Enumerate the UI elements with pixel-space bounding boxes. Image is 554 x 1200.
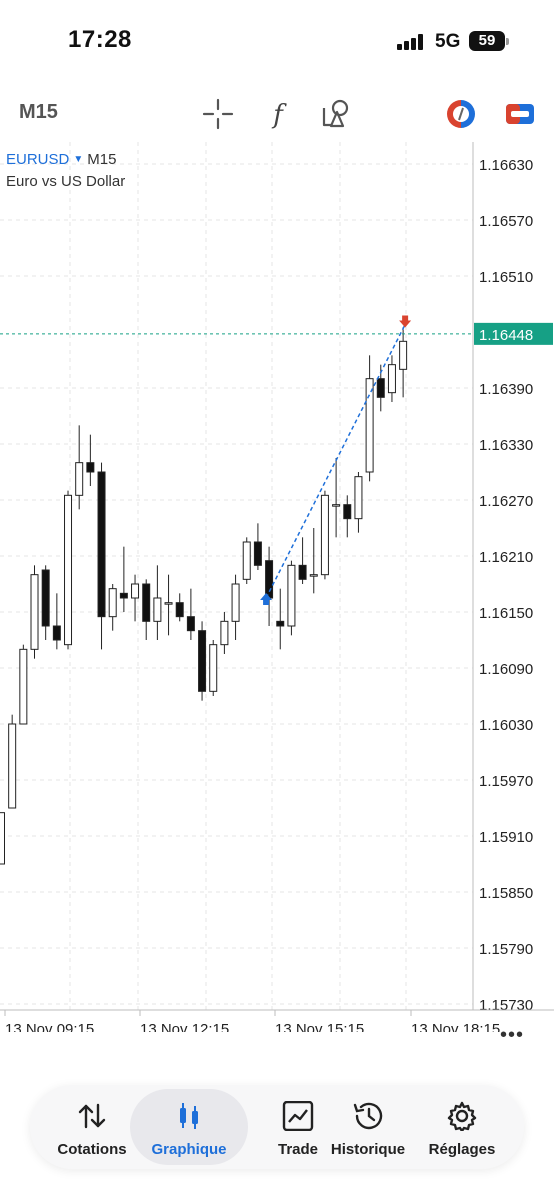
time-label: 13 Nov 09:15	[5, 1021, 94, 1032]
tab-label: Historique	[330, 1141, 406, 1158]
time-label: 13 Nov 15:15	[275, 1021, 364, 1032]
trade-panel-icon[interactable]	[500, 94, 540, 134]
candle-body	[119, 592, 128, 599]
candle-body	[0, 812, 5, 865]
svg-text:f: f	[271, 100, 287, 130]
current-price-label: 1.16448	[479, 327, 533, 344]
candle-body	[19, 648, 28, 725]
current-price-tag	[474, 322, 553, 345]
price-label: 1.15850	[479, 885, 533, 902]
trade-chart-icon	[282, 1101, 314, 1131]
candle-body	[298, 564, 307, 580]
candle-body	[309, 574, 318, 577]
indicator-f-icon[interactable]: f	[258, 94, 298, 134]
candle-body	[153, 597, 162, 622]
candle-body	[276, 620, 285, 627]
price-label: 1.16090	[479, 661, 533, 678]
candle-body	[75, 462, 84, 496]
candle-body	[97, 471, 106, 618]
price-label: 1.16570	[479, 213, 533, 230]
history-clock-icon	[353, 1102, 383, 1130]
candle-body	[220, 620, 229, 646]
symbol-selector[interactable]: EURUSD ▼ M15	[6, 151, 116, 168]
price-chart[interactable]: 1.16630 1.16570 1.16510 1.16390 1.16330 1.162…	[0, 142, 554, 1032]
tab-reglages[interactable]: Réglages	[416, 1089, 508, 1165]
price-label: 1.16210	[479, 549, 533, 566]
candle-body	[108, 588, 117, 618]
network-type: 5G	[435, 31, 461, 52]
trade-line	[265, 324, 406, 599]
candle-body	[64, 494, 73, 646]
price-label: 1.15730	[479, 997, 533, 1014]
price-label: 1.16510	[479, 269, 533, 286]
sell-arrow-icon	[399, 315, 412, 328]
candle-body	[198, 630, 207, 692]
candle-body	[30, 574, 39, 650]
candle-body	[320, 494, 329, 576]
tab-label: Graphique	[151, 1141, 227, 1158]
battery-icon: 59	[469, 31, 505, 51]
candle-body	[142, 583, 151, 622]
price-label: 1.15910	[479, 829, 533, 846]
more-options-icon[interactable]: •••	[500, 1024, 525, 1046]
candle-body	[41, 569, 50, 627]
battery-tip	[506, 38, 509, 45]
candle-body	[354, 476, 363, 520]
price-label: 1.16330	[479, 437, 533, 454]
crosshair-icon[interactable]	[198, 94, 238, 134]
one-click-trading-icon[interactable]	[441, 94, 481, 134]
candle-body	[399, 340, 408, 370]
tab-cotations[interactable]: Cotations	[44, 1089, 140, 1165]
status-bar: 17:28 5G 59	[0, 0, 554, 80]
tab-label: Trade	[277, 1141, 319, 1158]
tab-label: Cotations	[57, 1141, 127, 1158]
timeframe-button[interactable]: M15	[19, 101, 58, 123]
status-time: 17:28	[68, 26, 132, 53]
price-label: 1.16390	[479, 381, 533, 398]
tab-trade[interactable]: Trade	[250, 1089, 346, 1165]
candle-body	[131, 583, 140, 599]
price-label: 1.16630	[479, 157, 533, 174]
objects-icon[interactable]	[316, 94, 356, 134]
price-label: 1.15790	[479, 941, 533, 958]
cellular-signal-icon	[397, 34, 423, 50]
candle-body	[186, 616, 195, 632]
candle-body	[253, 541, 262, 566]
chart-toolbar: M15 f	[0, 86, 554, 142]
tab-label: Réglages	[428, 1141, 496, 1158]
symbol-description: Euro vs US Dollar	[6, 173, 126, 190]
candle-body	[209, 644, 218, 692]
candle-body	[231, 583, 240, 622]
candle-body	[8, 723, 17, 809]
time-label: 13 Nov 12:15	[140, 1021, 229, 1032]
symbol-name[interactable]: EURUSD	[6, 151, 70, 168]
tab-historique[interactable]: Historique	[324, 1089, 412, 1165]
settings-gear-icon	[447, 1101, 477, 1131]
candle-body	[376, 378, 385, 398]
price-label: 1.16030	[479, 717, 533, 734]
price-label: 1.16270	[479, 493, 533, 510]
symbol-timeframe: M15	[87, 151, 117, 168]
bottom-tab-bar: Cotations Graphique Trade Historique Rég…	[30, 1085, 524, 1169]
candle-body	[175, 602, 184, 618]
symbol-dropdown-icon[interactable]: ▼	[73, 154, 84, 165]
chart-candles-icon	[180, 1103, 198, 1129]
candle-body	[287, 564, 296, 627]
candle-body	[365, 378, 374, 473]
candle-body	[332, 504, 341, 507]
candle-body	[242, 541, 251, 580]
candle-body	[265, 560, 274, 599]
time-label: 13 Nov 18:15	[411, 1021, 500, 1032]
candle-body	[164, 602, 173, 605]
candle-body	[343, 504, 352, 520]
candle-body	[387, 364, 396, 394]
price-label: 1.15970	[479, 773, 533, 790]
chart-area[interactable]: 1.16630 1.16570 1.16510 1.16390 1.16330 1.162…	[0, 142, 554, 1046]
price-label: 1.16150	[479, 605, 533, 622]
tab-graphique[interactable]: Graphique	[130, 1089, 248, 1165]
candle-body	[52, 625, 61, 641]
quotes-arrows-icon	[78, 1103, 106, 1129]
buy-arrow-icon	[260, 593, 273, 605]
candle-body	[86, 462, 95, 473]
